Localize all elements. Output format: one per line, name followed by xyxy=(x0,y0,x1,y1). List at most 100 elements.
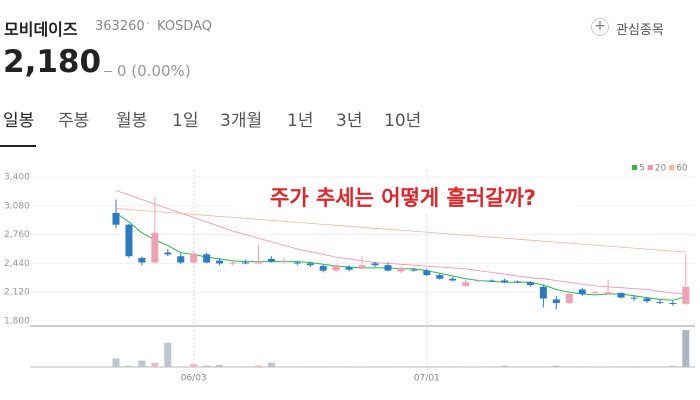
volume-bar xyxy=(526,366,534,367)
volume-bar xyxy=(552,365,560,367)
x-tick-label: 07/01 xyxy=(414,374,440,384)
volume-bar xyxy=(229,366,237,367)
volume-bar xyxy=(293,366,301,367)
candle-body xyxy=(475,280,483,282)
candle-body xyxy=(306,263,314,266)
y-tick-label: 2,760 xyxy=(4,230,30,240)
candle-body xyxy=(617,293,625,298)
price-change: 0 (0.00%) xyxy=(117,62,191,80)
volume-bar xyxy=(125,365,133,367)
y-tick-label: 3,080 xyxy=(4,201,30,211)
candle-body xyxy=(280,260,288,262)
volume-bar xyxy=(578,366,586,367)
candle-body xyxy=(591,292,599,294)
candle-body xyxy=(501,280,508,283)
legend-swatch xyxy=(669,165,675,170)
volume-bar xyxy=(643,366,651,367)
annotation-bg xyxy=(232,182,576,214)
volume-bar xyxy=(604,366,612,367)
candle-body xyxy=(423,270,431,276)
candle-body xyxy=(112,213,120,225)
candle-body xyxy=(539,286,547,299)
volume-bar xyxy=(410,366,418,367)
candle-body xyxy=(190,253,198,263)
volume-bar xyxy=(267,362,275,367)
flat-icon xyxy=(104,71,112,72)
y-tick-label: 1,800 xyxy=(4,317,30,327)
volume-bar xyxy=(203,365,211,367)
period-tab[interactable]: 3개월 xyxy=(220,111,263,131)
volume-bar xyxy=(423,366,431,367)
volume-bar xyxy=(280,366,288,367)
stock-code: 363260 xyxy=(95,19,145,34)
volume-bar xyxy=(539,366,547,367)
volume-bar xyxy=(345,366,353,367)
candle-body xyxy=(669,303,677,304)
watch-icon[interactable]: + xyxy=(591,18,609,36)
candle-body xyxy=(229,262,237,264)
volume-bar xyxy=(177,366,185,367)
moving-average-line xyxy=(115,212,686,301)
separator-dot: · xyxy=(146,17,151,32)
candle-body xyxy=(242,262,249,264)
period-tab[interactable]: 10년 xyxy=(384,111,422,131)
volume-bar xyxy=(501,365,508,367)
candle-body xyxy=(138,258,146,263)
volume-bar xyxy=(112,358,120,367)
candle-body xyxy=(332,265,340,271)
volume-bar xyxy=(397,366,405,367)
volume-bar xyxy=(565,366,573,367)
price: 2,180 xyxy=(3,44,102,80)
period-tab[interactable]: 3년 xyxy=(336,111,363,131)
market: KOSDAQ xyxy=(157,19,212,34)
candle-body xyxy=(267,258,275,262)
volume-bar xyxy=(436,366,444,367)
candle-body xyxy=(164,252,172,255)
volume-bar xyxy=(682,330,690,367)
candle-body xyxy=(604,292,612,294)
candle-body xyxy=(345,267,353,270)
candle-body xyxy=(125,224,133,257)
candle-body xyxy=(319,266,327,271)
volume-bar xyxy=(164,342,172,367)
volume-bar xyxy=(475,366,483,367)
volume-bar xyxy=(332,366,340,367)
candle-body xyxy=(371,263,379,266)
volume-bar xyxy=(384,366,392,367)
period-tab[interactable]: 1일 xyxy=(172,111,199,131)
volume-bar xyxy=(319,366,327,367)
volume-bar xyxy=(242,366,249,367)
candle-body xyxy=(293,262,301,264)
candle-body xyxy=(216,260,224,264)
candle-body xyxy=(436,275,444,279)
period-tab[interactable]: 주봉 xyxy=(58,111,90,131)
volume-bar xyxy=(371,366,379,367)
legend-label: 60 xyxy=(676,164,688,174)
period-tab[interactable]: 일봉 xyxy=(3,111,35,131)
candle-body xyxy=(630,297,638,299)
candle-body xyxy=(578,289,586,294)
volume-bar xyxy=(630,366,638,367)
moving-average-line xyxy=(115,208,686,253)
legend-label: 5 xyxy=(639,164,645,174)
period-tab[interactable]: 1년 xyxy=(287,111,314,131)
candle-body xyxy=(552,299,560,303)
candle-body xyxy=(358,265,366,269)
legend-label: 20 xyxy=(655,164,667,174)
watch-button[interactable]: 관심종목 xyxy=(616,23,664,38)
candle-body xyxy=(462,282,470,286)
period-tab[interactable]: 월봉 xyxy=(116,111,148,131)
annotation: 주가 추세는 어떻게 흘러갈까? xyxy=(270,186,536,210)
candle-body xyxy=(397,267,405,272)
volume-bar xyxy=(151,362,159,367)
volume-bar xyxy=(449,366,457,367)
candle-body xyxy=(177,256,185,263)
y-tick-label: 3,400 xyxy=(4,173,30,183)
candle-body xyxy=(203,254,211,263)
active-tab-underline xyxy=(0,145,36,147)
legend-swatch xyxy=(647,165,653,170)
candle-body xyxy=(513,281,521,283)
candle-body xyxy=(410,269,418,271)
